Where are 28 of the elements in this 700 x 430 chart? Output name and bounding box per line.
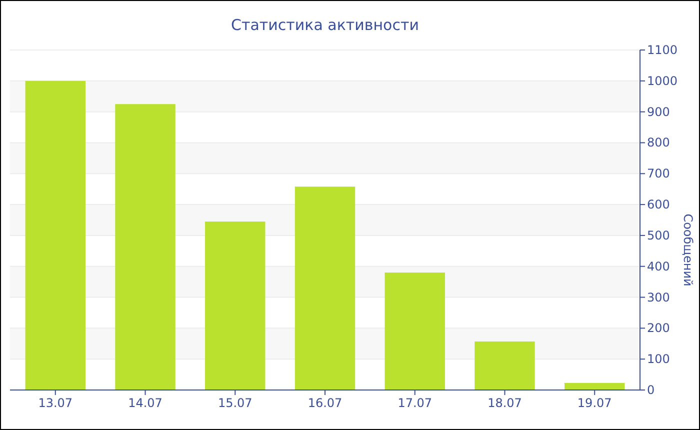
y-tick-label: 300 [647, 290, 670, 304]
bar [474, 341, 535, 390]
bar [384, 272, 445, 390]
y-tick-label: 500 [647, 228, 670, 242]
bar [25, 80, 86, 390]
chart-title: Статистика активности [231, 16, 419, 34]
y-tick-label: 700 [647, 166, 670, 181]
bar [294, 186, 356, 390]
y-tick-label: 800 [647, 136, 670, 150]
y-tick-label: 400 [647, 259, 670, 274]
x-tick-label: 15.07 [218, 396, 252, 410]
bar [564, 382, 625, 390]
x-tick-label: 19.07 [577, 396, 612, 410]
bar [205, 222, 266, 390]
bar [115, 104, 176, 390]
y-tick-label: 1000 [647, 74, 678, 88]
y-tick-label: 200 [647, 321, 670, 336]
x-tick-label: 13.07 [38, 396, 73, 410]
x-tick-label: 17.07 [398, 396, 432, 410]
x-tick-label: 18.07 [488, 396, 522, 410]
y-tick-label: 600 [647, 198, 670, 212]
x-tick-label: 14.07 [128, 396, 162, 410]
y-tick-label: 900 [647, 104, 670, 119]
y-tick-label: 100 [647, 352, 670, 366]
x-tick-label: 16.07 [308, 396, 342, 410]
y-tick-label: 1100 [647, 43, 678, 57]
y-axis-title: Сообщений [681, 214, 695, 286]
y-tick-label: 0 [647, 383, 655, 397]
